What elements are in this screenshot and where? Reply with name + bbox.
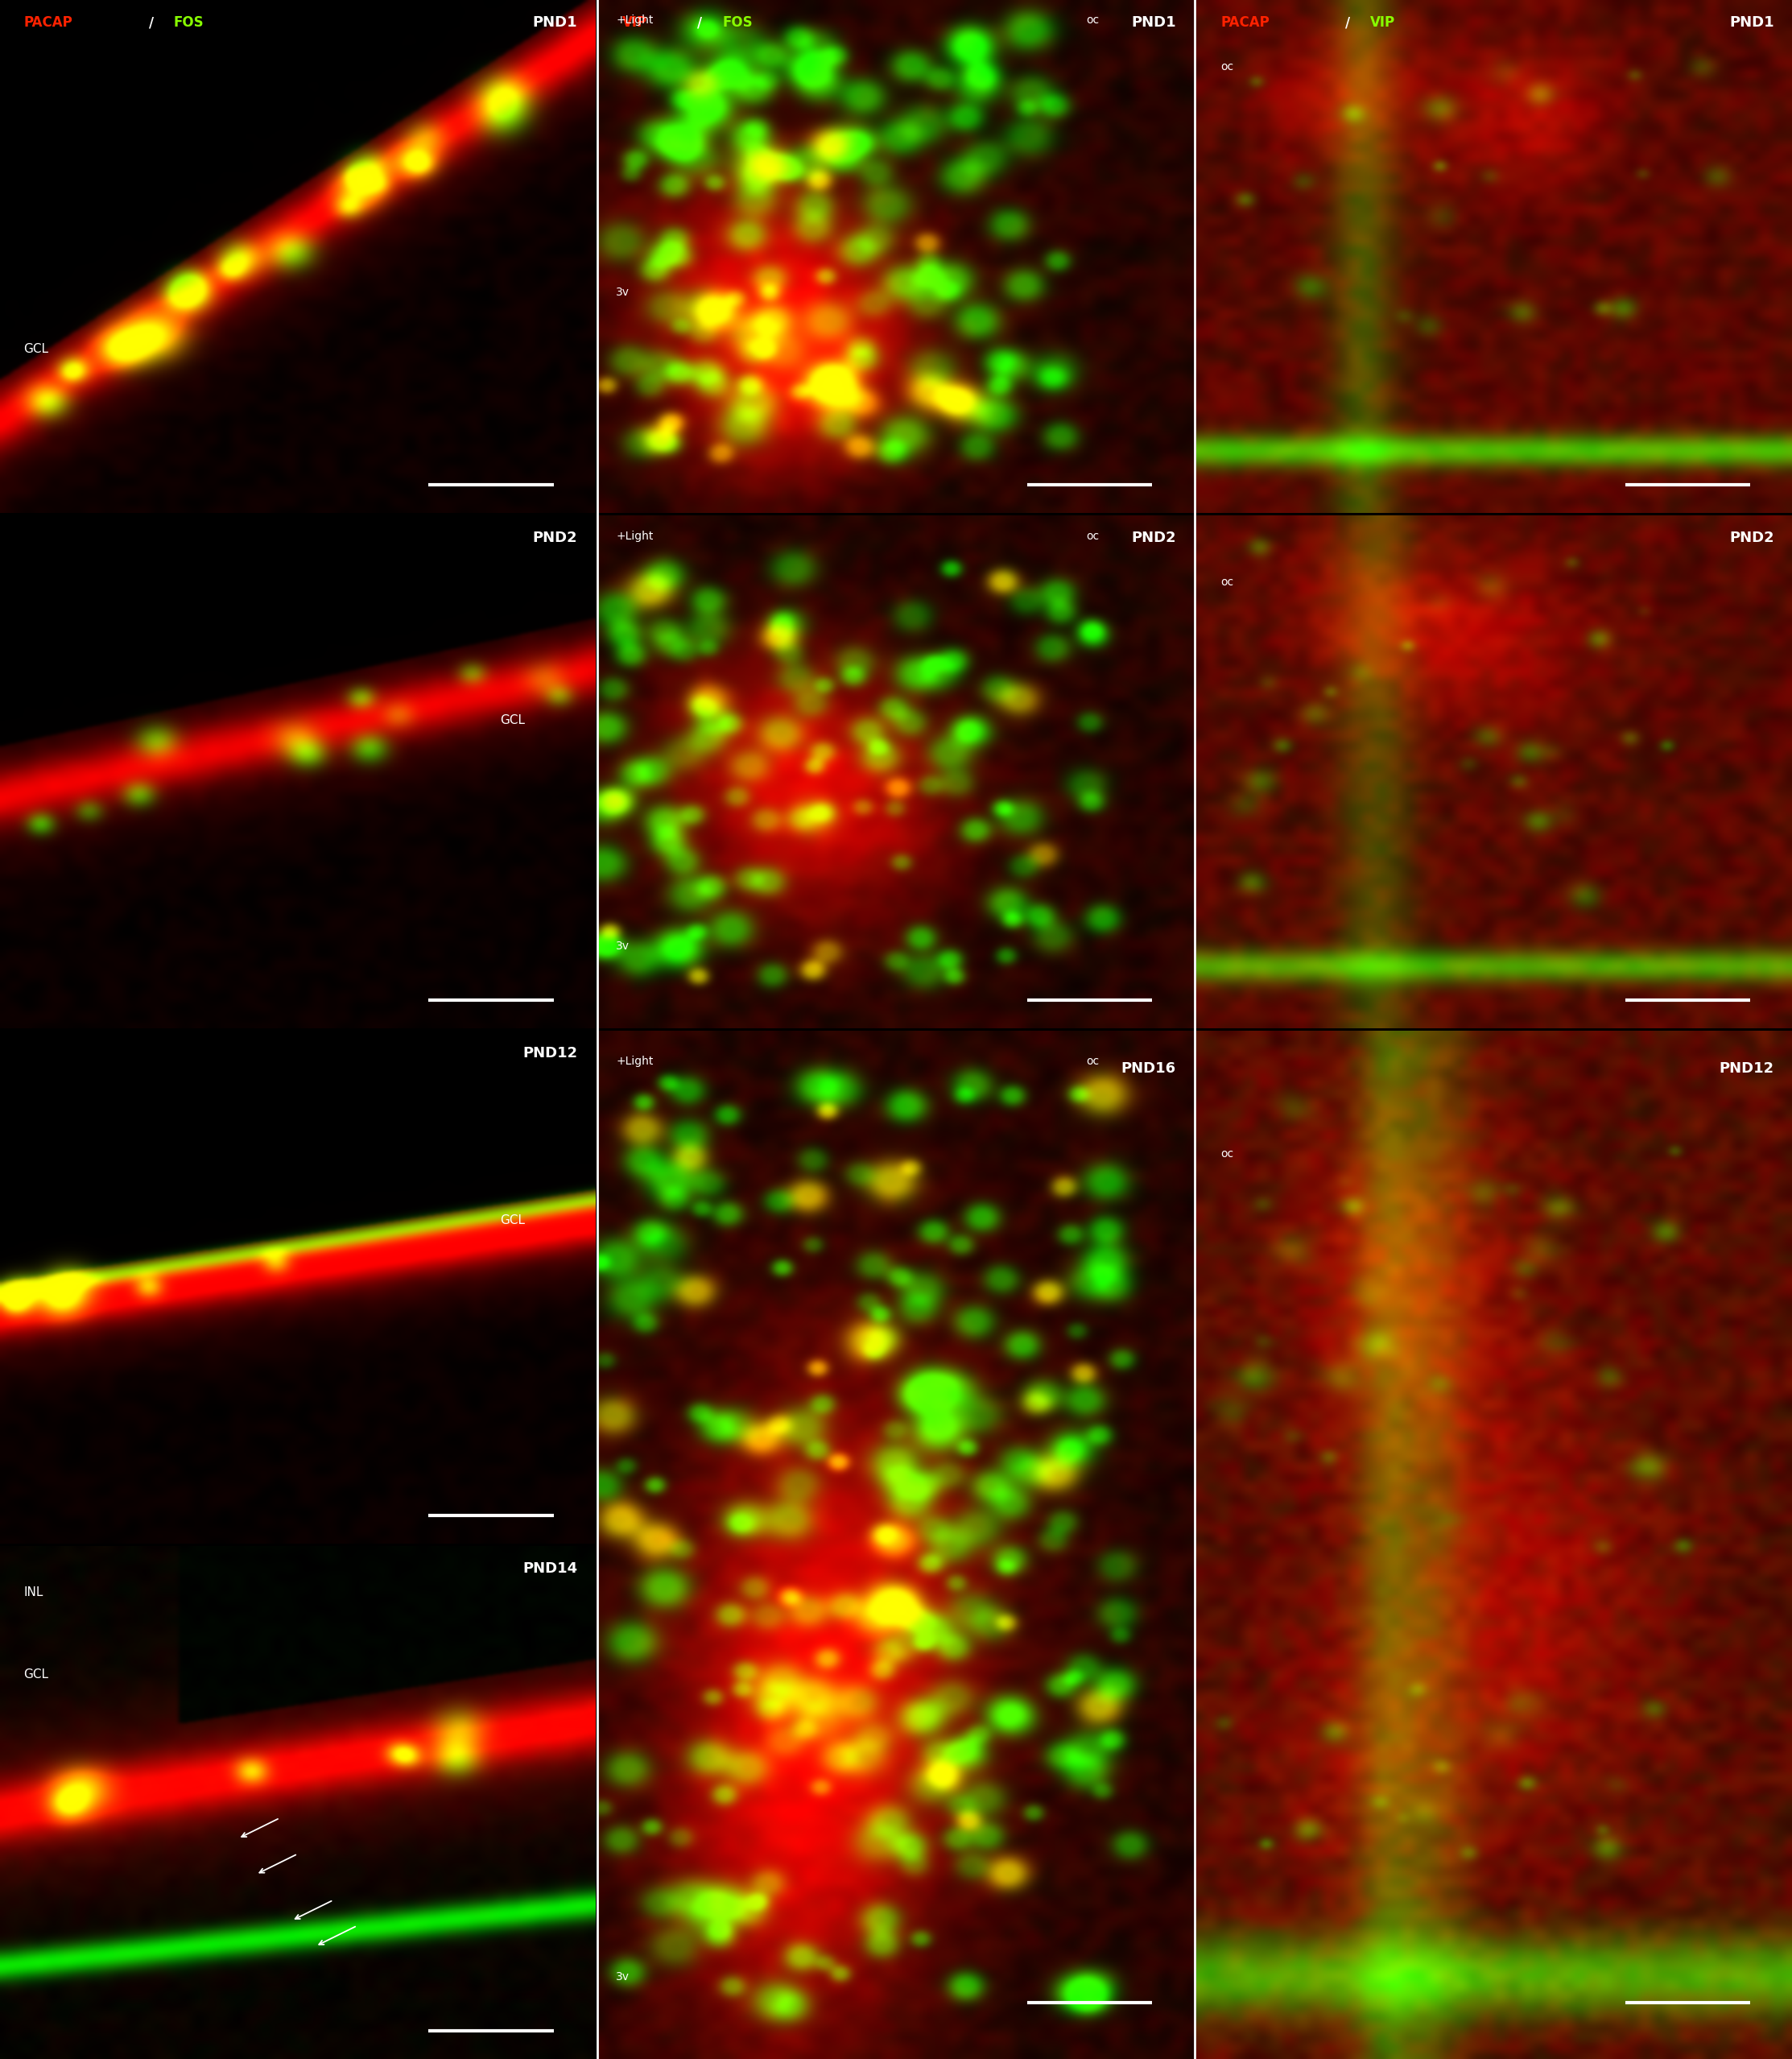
Text: PND2: PND2 xyxy=(1729,531,1774,546)
Text: PND1: PND1 xyxy=(532,14,577,31)
Text: PND14: PND14 xyxy=(523,1561,577,1575)
Text: VIP: VIP xyxy=(622,14,647,31)
Text: INL: INL xyxy=(23,1585,43,1598)
Text: PACAP: PACAP xyxy=(1220,14,1269,31)
Text: 3v: 3v xyxy=(616,1970,629,1983)
Text: +Light: +Light xyxy=(616,531,654,542)
Text: VIP: VIP xyxy=(1371,14,1396,31)
Text: /: / xyxy=(1346,14,1351,31)
Text: oc: oc xyxy=(1220,1149,1233,1159)
Text: PND2: PND2 xyxy=(532,531,577,546)
Text: GCL: GCL xyxy=(23,1668,48,1680)
Text: PND16: PND16 xyxy=(1122,1062,1176,1077)
Text: FOS: FOS xyxy=(174,14,204,31)
Text: FOS: FOS xyxy=(722,14,753,31)
Text: oc: oc xyxy=(1220,62,1233,72)
Text: oc: oc xyxy=(1220,577,1233,587)
Text: /: / xyxy=(149,14,154,31)
Text: PND2: PND2 xyxy=(1131,531,1176,546)
Text: PACAP: PACAP xyxy=(23,14,73,31)
Text: +Light: +Light xyxy=(616,1056,654,1067)
Text: GCL: GCL xyxy=(500,714,525,727)
Text: PND12: PND12 xyxy=(523,1046,577,1060)
Text: /: / xyxy=(697,14,702,31)
Text: PND12: PND12 xyxy=(1719,1062,1774,1077)
Text: PND1: PND1 xyxy=(1729,14,1774,31)
Text: +Light: +Light xyxy=(616,14,654,27)
Text: GCL: GCL xyxy=(500,1215,525,1227)
Text: 3v: 3v xyxy=(616,941,629,951)
Text: 3v: 3v xyxy=(616,286,629,299)
Text: oc: oc xyxy=(1086,1056,1100,1067)
Text: oc: oc xyxy=(1086,14,1100,27)
Text: PND1: PND1 xyxy=(1131,14,1176,31)
Text: oc: oc xyxy=(1086,531,1100,542)
Text: GCL: GCL xyxy=(23,342,48,354)
